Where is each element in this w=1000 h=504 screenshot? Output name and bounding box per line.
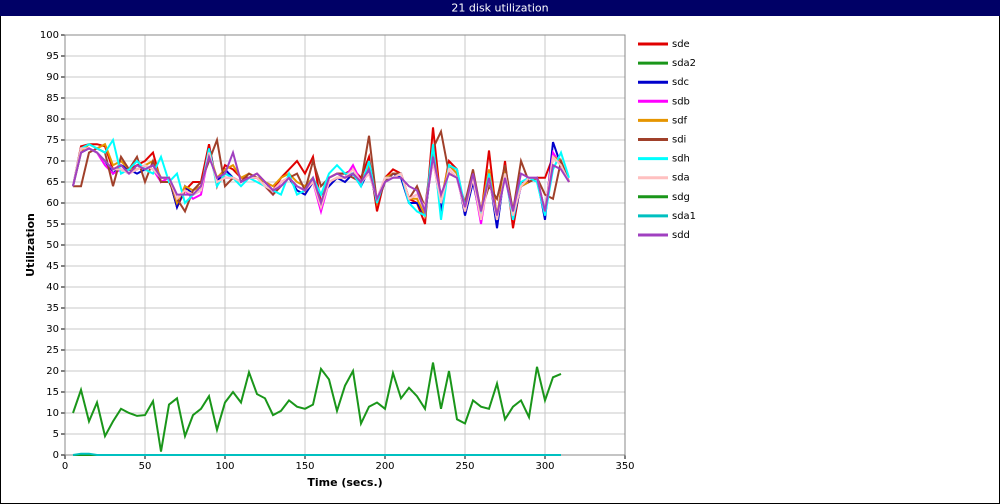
x-tick-label: 100 [215,461,234,472]
series-line [72,452,561,456]
y-tick-label: 50 [46,240,59,251]
y-tick-label: 55 [46,219,59,230]
legend-label: sda1 [672,211,696,222]
y-tick-label: 90 [46,72,59,83]
x-tick-label: 150 [295,461,314,472]
y-tick-label: 100 [40,30,59,41]
legend-label: sdb [672,96,690,107]
title-bar [0,0,1000,16]
y-tick-label: 65 [46,177,59,188]
y-tick-label: 60 [46,198,59,209]
x-axis-label: Time (secs.) [307,476,382,489]
x-tick-label: 350 [615,461,634,472]
y-tick-label: 45 [46,261,59,272]
x-tick-label: 250 [455,461,474,472]
y-tick-label: 0 [53,450,59,461]
y-tick-label: 15 [46,387,59,398]
legend-label: sda [672,173,690,184]
y-tick-label: 25 [46,345,59,356]
y-tick-label: 75 [46,135,59,146]
y-tick-label: 95 [46,51,59,62]
series-line [72,362,562,452]
x-tick-label: 0 [62,461,68,472]
legend-label: sdh [672,154,690,165]
x-tick-label: 300 [535,461,554,472]
y-tick-label: 20 [46,366,59,377]
legend-label: sdc [672,77,689,88]
y-tick-label: 10 [46,408,59,419]
y-tick-label: 85 [46,93,59,104]
legend-label: sdi [672,135,686,146]
y-tick-label: 35 [46,303,59,314]
y-tick-label: 30 [46,324,59,335]
y-axis-label: Utilization [24,213,37,277]
series-line [72,147,570,216]
y-tick-label: 80 [46,114,59,125]
legend-label: sdf [672,115,688,126]
y-tick-label: 5 [53,429,59,440]
x-tick-label: 50 [139,461,152,472]
legend-label: sda2 [672,58,696,69]
chart-title: 21 disk utilization [451,2,548,15]
x-tick-label: 200 [375,461,394,472]
y-tick-label: 40 [46,282,59,293]
y-tick-label: 70 [46,156,59,167]
legend-label: sdd [672,230,690,241]
legend-label: sde [672,39,690,50]
legend-label: sdg [672,192,690,203]
